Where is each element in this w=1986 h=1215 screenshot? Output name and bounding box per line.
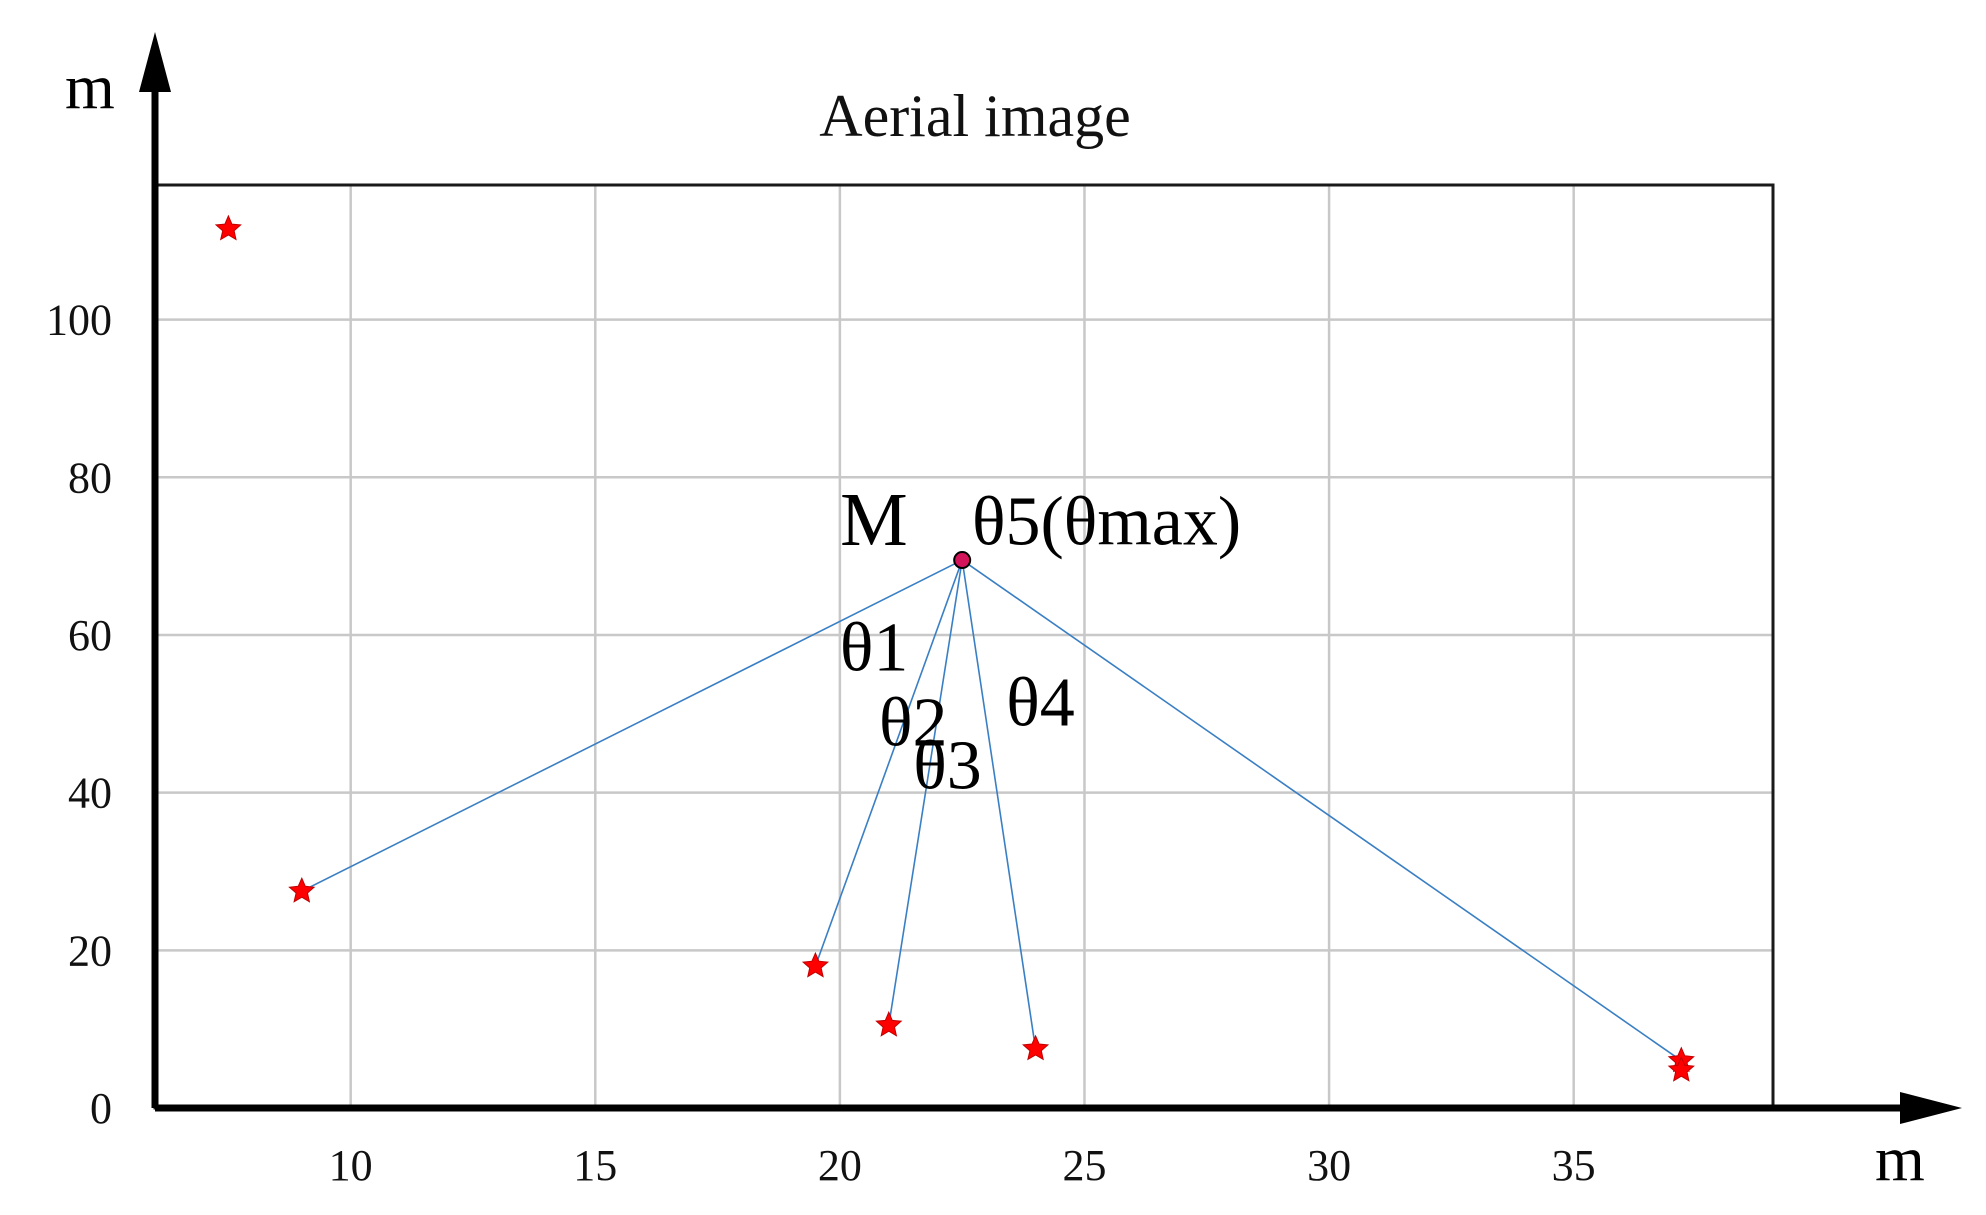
x-tick-label: 35 xyxy=(1552,1141,1596,1190)
data-point-star xyxy=(288,876,316,903)
angle-annotation: θ3 xyxy=(913,728,982,805)
x-tick-label: 15 xyxy=(573,1141,617,1190)
grid xyxy=(155,185,1773,1108)
angle-annotation: θ2 xyxy=(879,684,948,761)
ray-line-1 xyxy=(301,559,963,892)
data-point-star xyxy=(1667,1055,1695,1082)
ray-line-2 xyxy=(814,559,963,967)
y-tick-label: 20 xyxy=(68,926,112,975)
y-axis-label: m xyxy=(65,51,115,122)
y-tick-label: 40 xyxy=(68,769,112,818)
y-tick-label: 60 xyxy=(68,611,112,660)
data-point-star xyxy=(214,214,242,241)
x-tick-label: 30 xyxy=(1307,1141,1351,1190)
x-tick-label: 25 xyxy=(1062,1141,1106,1190)
rays xyxy=(301,559,1682,1062)
ray-line-5 xyxy=(961,559,1682,1062)
y-tick-label: 100 xyxy=(46,296,112,345)
x-axis-label: m xyxy=(1875,1123,1925,1194)
angle-annotation: θ4 xyxy=(1006,665,1075,742)
y-axis-arrow xyxy=(139,32,171,92)
ray-line-3 xyxy=(888,559,963,1026)
point-m-label: M xyxy=(840,478,908,562)
data-point-star xyxy=(875,1010,903,1037)
angle-annotation: θ5(θmax) xyxy=(972,483,1241,560)
y-tick-label: 0 xyxy=(90,1084,112,1133)
plot-frame xyxy=(153,183,1775,1110)
y-tick-label: 80 xyxy=(68,453,112,502)
data-points: M xyxy=(214,214,1695,1082)
ray-line-4 xyxy=(961,559,1037,1049)
point-m-marker xyxy=(953,551,972,570)
angle-annotation: θ1 xyxy=(840,609,909,686)
chart-title: Aerial image xyxy=(819,83,1131,149)
x-tick-label: 20 xyxy=(818,1141,862,1190)
x-tick-label: 10 xyxy=(329,1141,373,1190)
x-axis-arrow xyxy=(1900,1092,1962,1124)
data-point-star xyxy=(801,951,830,978)
data-point-star xyxy=(1021,1034,1050,1061)
tick-labels: 10 15 20 25 30 35 0 20 40 60 80 100 xyxy=(46,296,1596,1190)
